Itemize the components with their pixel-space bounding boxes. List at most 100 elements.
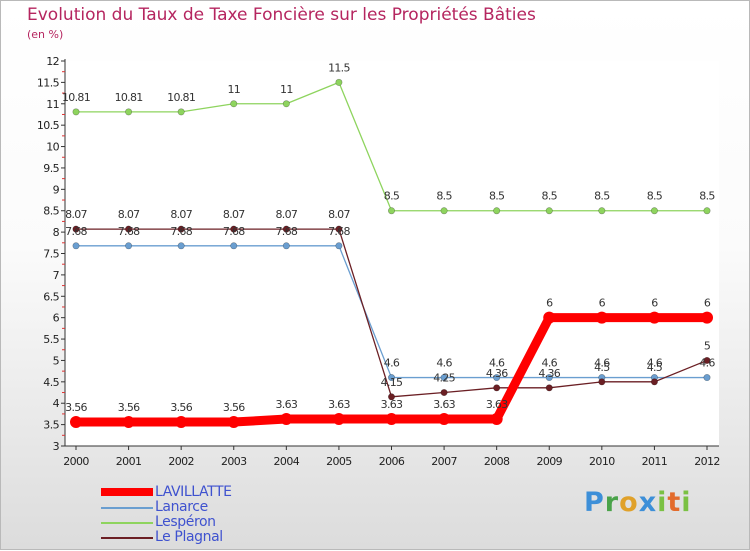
data-label: 8.5 — [436, 190, 452, 203]
chart-subtitle: (en %) — [27, 28, 64, 41]
logo-letter: P — [584, 487, 605, 518]
y-tick-label: 9 — [53, 183, 60, 196]
x-tick-label: 2009 — [536, 455, 562, 468]
data-point — [282, 100, 290, 108]
data-label: 7.68 — [275, 225, 297, 238]
data-label: 4.6 — [647, 357, 663, 370]
data-label: 7.68 — [328, 225, 350, 238]
y-tick-label: 4.5 — [43, 376, 59, 389]
data-point — [280, 413, 293, 426]
data-label: 8.07 — [328, 208, 350, 221]
data-point — [440, 374, 448, 382]
y-tick-label: 8 — [53, 226, 60, 239]
legend-swatch — [101, 507, 153, 509]
data-point — [595, 311, 608, 324]
data-point — [703, 356, 711, 364]
x-tick-label: 2001 — [116, 455, 142, 468]
data-label: 3.63 — [328, 398, 350, 411]
data-label: 3.63 — [486, 398, 508, 411]
y-tick-label: 3 — [53, 440, 60, 453]
data-label: 4.36 — [538, 367, 560, 380]
data-point — [493, 374, 501, 382]
legend-label: LAVILLATTE — [155, 484, 232, 500]
data-point — [72, 242, 80, 250]
data-label: 4.5 — [594, 361, 610, 374]
data-label: 6 — [651, 297, 658, 310]
data-label: 11.5 — [328, 61, 350, 74]
data-label: 8.07 — [118, 208, 140, 221]
data-point — [650, 207, 658, 215]
x-tick-label: 2012 — [694, 455, 720, 468]
data-label: 8.5 — [647, 190, 663, 203]
proxiti-logo: Proxiti — [584, 487, 692, 518]
data-point — [125, 225, 133, 233]
logo-letter: i — [681, 487, 692, 518]
data-label: 3.56 — [118, 401, 140, 414]
data-label: 8.07 — [275, 208, 297, 221]
data-label: 8.07 — [170, 208, 192, 221]
data-point — [335, 225, 343, 233]
data-label: 4.6 — [436, 357, 452, 370]
data-point — [387, 374, 395, 382]
data-point — [72, 108, 80, 116]
data-label: 7.68 — [170, 225, 192, 238]
x-tick-label: 2006 — [379, 455, 405, 468]
data-point — [545, 374, 553, 382]
y-tick-label: 3.5 — [43, 419, 59, 432]
data-point — [177, 225, 185, 233]
y-tick-label: 8.5 — [43, 205, 59, 218]
data-point — [70, 416, 82, 429]
data-point — [335, 242, 343, 250]
x-tick-label: 2005 — [326, 455, 352, 468]
data-point — [387, 207, 395, 215]
logo-letter: i — [657, 487, 668, 518]
x-tick-label: 2000 — [63, 455, 89, 468]
data-point — [648, 311, 661, 324]
y-tick-label: 5 — [53, 354, 60, 367]
data-point — [230, 225, 238, 233]
x-tick-label: 2011 — [642, 455, 668, 468]
data-label: 8.5 — [489, 190, 505, 203]
data-point — [545, 384, 553, 392]
data-point — [387, 393, 395, 401]
legend-swatch — [101, 522, 153, 524]
data-label: 6 — [546, 297, 553, 310]
y-tick-label: 11.5 — [37, 76, 60, 89]
data-point — [385, 413, 398, 426]
y-tick-label: 5.5 — [43, 333, 59, 346]
legend-label: Lespéron — [155, 514, 216, 530]
x-tick-label: 2007 — [431, 455, 457, 468]
y-tick-label: 9.5 — [43, 162, 59, 175]
data-label: 3.56 — [170, 401, 192, 414]
data-point — [72, 225, 80, 233]
data-point — [703, 207, 711, 215]
data-point — [440, 389, 448, 397]
data-point — [125, 108, 133, 116]
data-label: 3.63 — [381, 398, 403, 411]
y-tick-label: 6.5 — [43, 290, 59, 303]
data-label: 4.25 — [433, 372, 455, 385]
data-point — [650, 378, 658, 386]
data-point — [332, 413, 345, 426]
x-tick-label: 2002 — [168, 455, 194, 468]
legend-label: Lanarce — [155, 499, 208, 515]
logo-letter: x — [638, 487, 658, 518]
data-label: 3.56 — [65, 401, 87, 414]
data-point — [177, 108, 185, 116]
data-label: 11 — [227, 83, 240, 96]
data-label: 4.5 — [647, 361, 663, 374]
data-label: 10.81 — [62, 91, 90, 104]
data-label: 8.5 — [384, 190, 400, 203]
data-label: 3.56 — [223, 401, 245, 414]
legend-swatch — [101, 488, 153, 496]
data-label: 4.15 — [381, 376, 403, 389]
data-point — [703, 374, 711, 382]
data-label: 7.68 — [118, 225, 140, 238]
data-point — [490, 413, 503, 426]
data-label: 4.6 — [699, 357, 715, 370]
x-tick-label: 2004 — [274, 455, 300, 468]
y-tick-label: 7.5 — [43, 248, 59, 261]
logo-letter: o — [619, 487, 639, 518]
data-label: 5 — [704, 339, 711, 352]
